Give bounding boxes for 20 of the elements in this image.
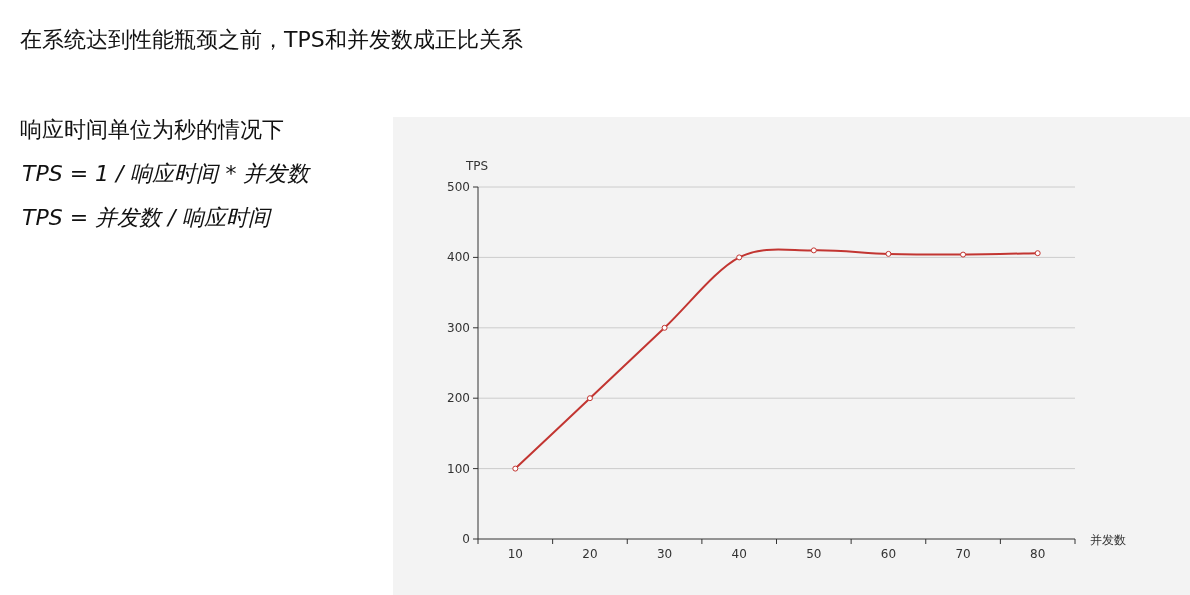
x-tick-label: 20 [582,547,598,561]
x-tick-label: 80 [1030,547,1046,561]
y-tick-label: 300 [447,320,470,335]
x-tick-label: 10 [507,547,523,561]
text: 响应时间单位为秒的情况下 [20,117,284,142]
x-tick-label: 30 [656,547,673,561]
y-tick-label: 400 [447,250,470,265]
y-tick-label: 200 [447,391,470,406]
x-tick-label: 70 [955,547,971,561]
x-tick-label: 50 [806,547,822,561]
x-tick-label: 60 [880,547,897,561]
text: TPS = 并发数 / 响应时间 [22,205,273,230]
y-tick-label: 500 [447,180,470,194]
x-tick-label: 40 [731,547,747,561]
y-tick-label: 0 [462,532,470,546]
text: TPS = 1 / 响应时间 * 并发数 [22,161,312,186]
x-axis-title: 并发数 [1090,533,1126,547]
y-tick-label: 100 [447,461,470,476]
y-axis-title: TPS [465,159,489,173]
text: 在系统达到性能瓶颈之前，TPS和并发数成正比关系 [20,27,523,52]
